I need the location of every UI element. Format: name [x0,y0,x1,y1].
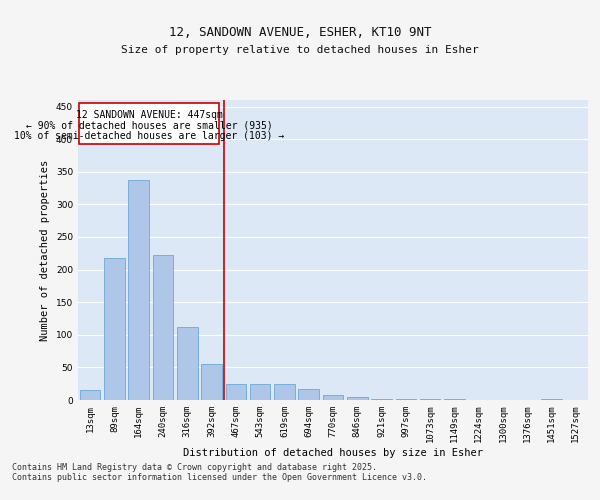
Text: 10% of semi-detached houses are larger (103) →: 10% of semi-detached houses are larger (… [14,132,284,141]
Bar [104,258,125,400]
Bar [79,104,219,144]
Bar [152,255,173,400]
Text: 12 SANDOWN AVENUE: 447sqm: 12 SANDOWN AVENUE: 447sqm [76,110,223,120]
Text: Size of property relative to detached houses in Esher: Size of property relative to detached ho… [121,45,479,55]
Bar [347,396,368,400]
Bar [128,180,149,400]
Text: ← 90% of detached houses are smaller (935): ← 90% of detached houses are smaller (93… [26,120,272,130]
Bar [201,364,222,400]
Text: 12, SANDOWN AVENUE, ESHER, KT10 9NT: 12, SANDOWN AVENUE, ESHER, KT10 9NT [169,26,431,39]
Bar [250,384,271,400]
Bar [226,384,246,400]
Bar [371,398,392,400]
Bar [298,389,319,400]
Bar [80,390,100,400]
Bar [177,327,197,400]
Y-axis label: Number of detached properties: Number of detached properties [40,160,50,340]
Bar [323,396,343,400]
Bar [274,384,295,400]
X-axis label: Distribution of detached houses by size in Esher: Distribution of detached houses by size … [183,448,483,458]
Text: Contains HM Land Registry data © Crown copyright and database right 2025.
Contai: Contains HM Land Registry data © Crown c… [12,463,427,482]
